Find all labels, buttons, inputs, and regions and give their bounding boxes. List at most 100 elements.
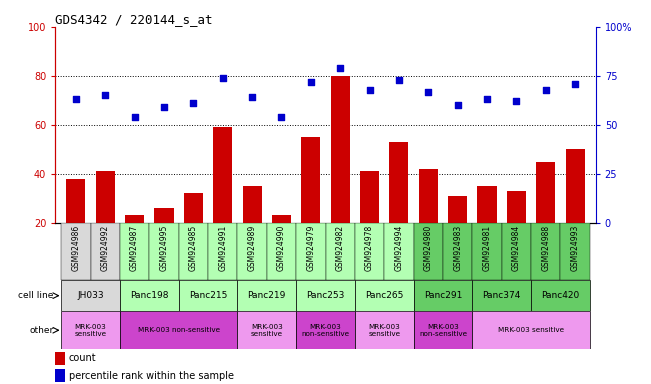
Text: Panc420: Panc420	[541, 291, 579, 300]
Bar	[96, 171, 115, 223]
Text: MRK-003
sensitive: MRK-003 sensitive	[368, 324, 400, 337]
Point	[247, 94, 257, 101]
Text: Panc374: Panc374	[482, 291, 521, 300]
Bar	[448, 196, 467, 223]
Text: Panc265: Panc265	[365, 291, 404, 300]
Text: GSM924986: GSM924986	[72, 224, 80, 271]
Text: GSM924991: GSM924991	[218, 224, 227, 271]
Text: percentile rank within the sample: percentile rank within the sample	[69, 371, 234, 381]
Bar	[61, 311, 120, 349]
Text: count: count	[69, 353, 96, 363]
Bar	[561, 223, 590, 280]
Bar	[149, 223, 178, 280]
Bar	[55, 352, 65, 365]
Bar	[355, 280, 413, 311]
Bar	[413, 223, 443, 280]
Point	[276, 114, 286, 120]
Text: GSM924989: GSM924989	[247, 224, 256, 271]
Bar	[120, 280, 178, 311]
Text: Panc253: Panc253	[307, 291, 344, 300]
Bar	[238, 280, 296, 311]
Bar	[389, 142, 408, 223]
Bar	[507, 191, 526, 223]
Text: GDS4342 / 220144_s_at: GDS4342 / 220144_s_at	[55, 13, 213, 26]
Text: GSM924992: GSM924992	[101, 224, 110, 271]
Bar	[55, 369, 65, 382]
Bar	[355, 311, 413, 349]
Bar	[413, 311, 473, 349]
Point	[423, 88, 434, 94]
Bar	[473, 311, 590, 349]
Bar	[296, 311, 355, 349]
Text: cell line: cell line	[18, 291, 54, 300]
Text: GSM924979: GSM924979	[307, 224, 315, 271]
Text: Panc291: Panc291	[424, 291, 462, 300]
Text: MRK-003 non-sensitive: MRK-003 non-sensitive	[137, 327, 220, 333]
Bar	[384, 223, 413, 280]
Point	[130, 114, 140, 120]
Text: Panc198: Panc198	[130, 291, 169, 300]
Point	[71, 96, 81, 103]
Point	[482, 96, 492, 103]
Bar	[566, 149, 585, 223]
Bar	[531, 223, 561, 280]
Point	[305, 79, 316, 85]
Text: JH033: JH033	[77, 291, 104, 300]
Bar	[61, 223, 90, 280]
Bar	[120, 223, 149, 280]
Bar	[154, 208, 174, 223]
Bar	[66, 179, 85, 223]
Bar	[213, 127, 232, 223]
Text: GSM924981: GSM924981	[482, 224, 492, 271]
Bar	[473, 223, 502, 280]
Bar	[238, 223, 267, 280]
Point	[335, 65, 346, 71]
Text: GSM924985: GSM924985	[189, 224, 198, 271]
Bar	[296, 280, 355, 311]
Bar	[238, 311, 296, 349]
Bar	[326, 223, 355, 280]
Bar	[125, 215, 144, 223]
Bar	[331, 76, 350, 223]
Bar	[473, 280, 531, 311]
Point	[100, 92, 111, 98]
Point	[188, 100, 199, 106]
Text: MRK-003
non-sensitive: MRK-003 non-sensitive	[419, 324, 467, 337]
Text: GSM924978: GSM924978	[365, 224, 374, 271]
Point	[159, 104, 169, 110]
Text: GSM924987: GSM924987	[130, 224, 139, 271]
Bar	[178, 280, 238, 311]
Point	[570, 81, 580, 87]
Bar	[419, 169, 438, 223]
Point	[217, 75, 228, 81]
Text: GSM924984: GSM924984	[512, 224, 521, 271]
Text: GSM924990: GSM924990	[277, 224, 286, 271]
Point	[540, 86, 551, 93]
Bar	[443, 223, 473, 280]
Text: other: other	[29, 326, 54, 335]
Point	[394, 77, 404, 83]
Bar	[90, 223, 120, 280]
Text: Panc215: Panc215	[189, 291, 227, 300]
Bar	[272, 215, 291, 223]
Bar	[184, 194, 203, 223]
Bar	[208, 223, 238, 280]
Bar	[61, 280, 120, 311]
Bar	[360, 171, 379, 223]
Point	[365, 86, 375, 93]
Bar	[536, 162, 555, 223]
Bar	[477, 186, 497, 223]
Bar	[301, 137, 320, 223]
Bar	[120, 311, 238, 349]
Text: GSM924993: GSM924993	[571, 224, 579, 271]
Text: GSM924980: GSM924980	[424, 224, 433, 271]
Bar	[296, 223, 326, 280]
Bar	[243, 186, 262, 223]
Text: MRK-003 sensitive: MRK-003 sensitive	[498, 327, 564, 333]
Bar	[531, 280, 590, 311]
Bar	[267, 223, 296, 280]
Text: GSM924995: GSM924995	[159, 224, 169, 271]
Point	[511, 98, 521, 104]
Bar	[413, 280, 473, 311]
Text: GSM924982: GSM924982	[336, 224, 344, 271]
